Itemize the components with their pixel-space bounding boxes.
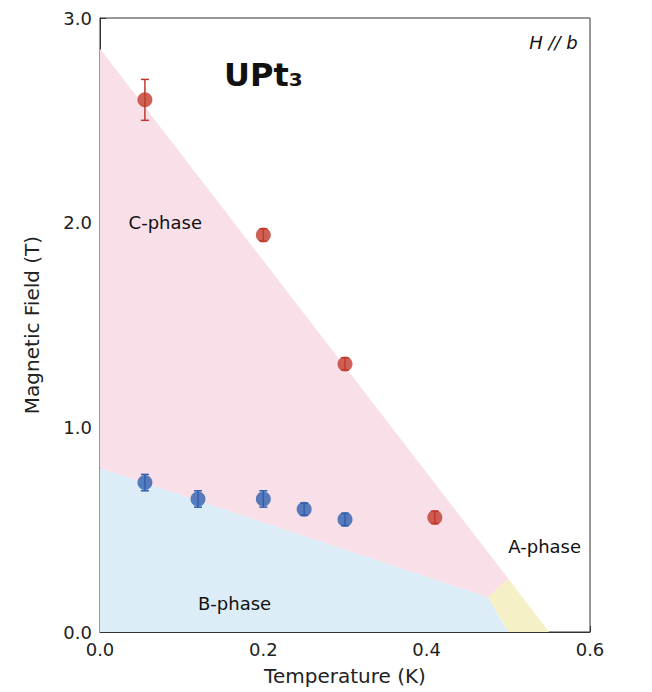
svg-text:0.0: 0.0 <box>86 639 115 660</box>
svg-text:2.0: 2.0 <box>63 212 92 233</box>
svg-text:0.6: 0.6 <box>576 639 605 660</box>
svg-text:C-phase: C-phase <box>129 212 202 233</box>
svg-text:1.0: 1.0 <box>63 417 92 438</box>
svg-text:B-phase: B-phase <box>198 593 271 614</box>
svg-text:Temperature (K): Temperature (K) <box>263 664 426 688</box>
svg-text:3.0: 3.0 <box>63 8 92 29</box>
svg-text:Magnetic Field (T): Magnetic Field (T) <box>20 236 44 414</box>
svg-text:UPt₃: UPt₃ <box>224 56 303 94</box>
svg-text:H // b: H // b <box>529 32 578 53</box>
svg-text:0.2: 0.2 <box>249 639 278 660</box>
svg-text:A-phase: A-phase <box>508 536 581 557</box>
svg-text:0.0: 0.0 <box>63 621 92 643</box>
svg-text:0.4: 0.4 <box>412 639 441 660</box>
